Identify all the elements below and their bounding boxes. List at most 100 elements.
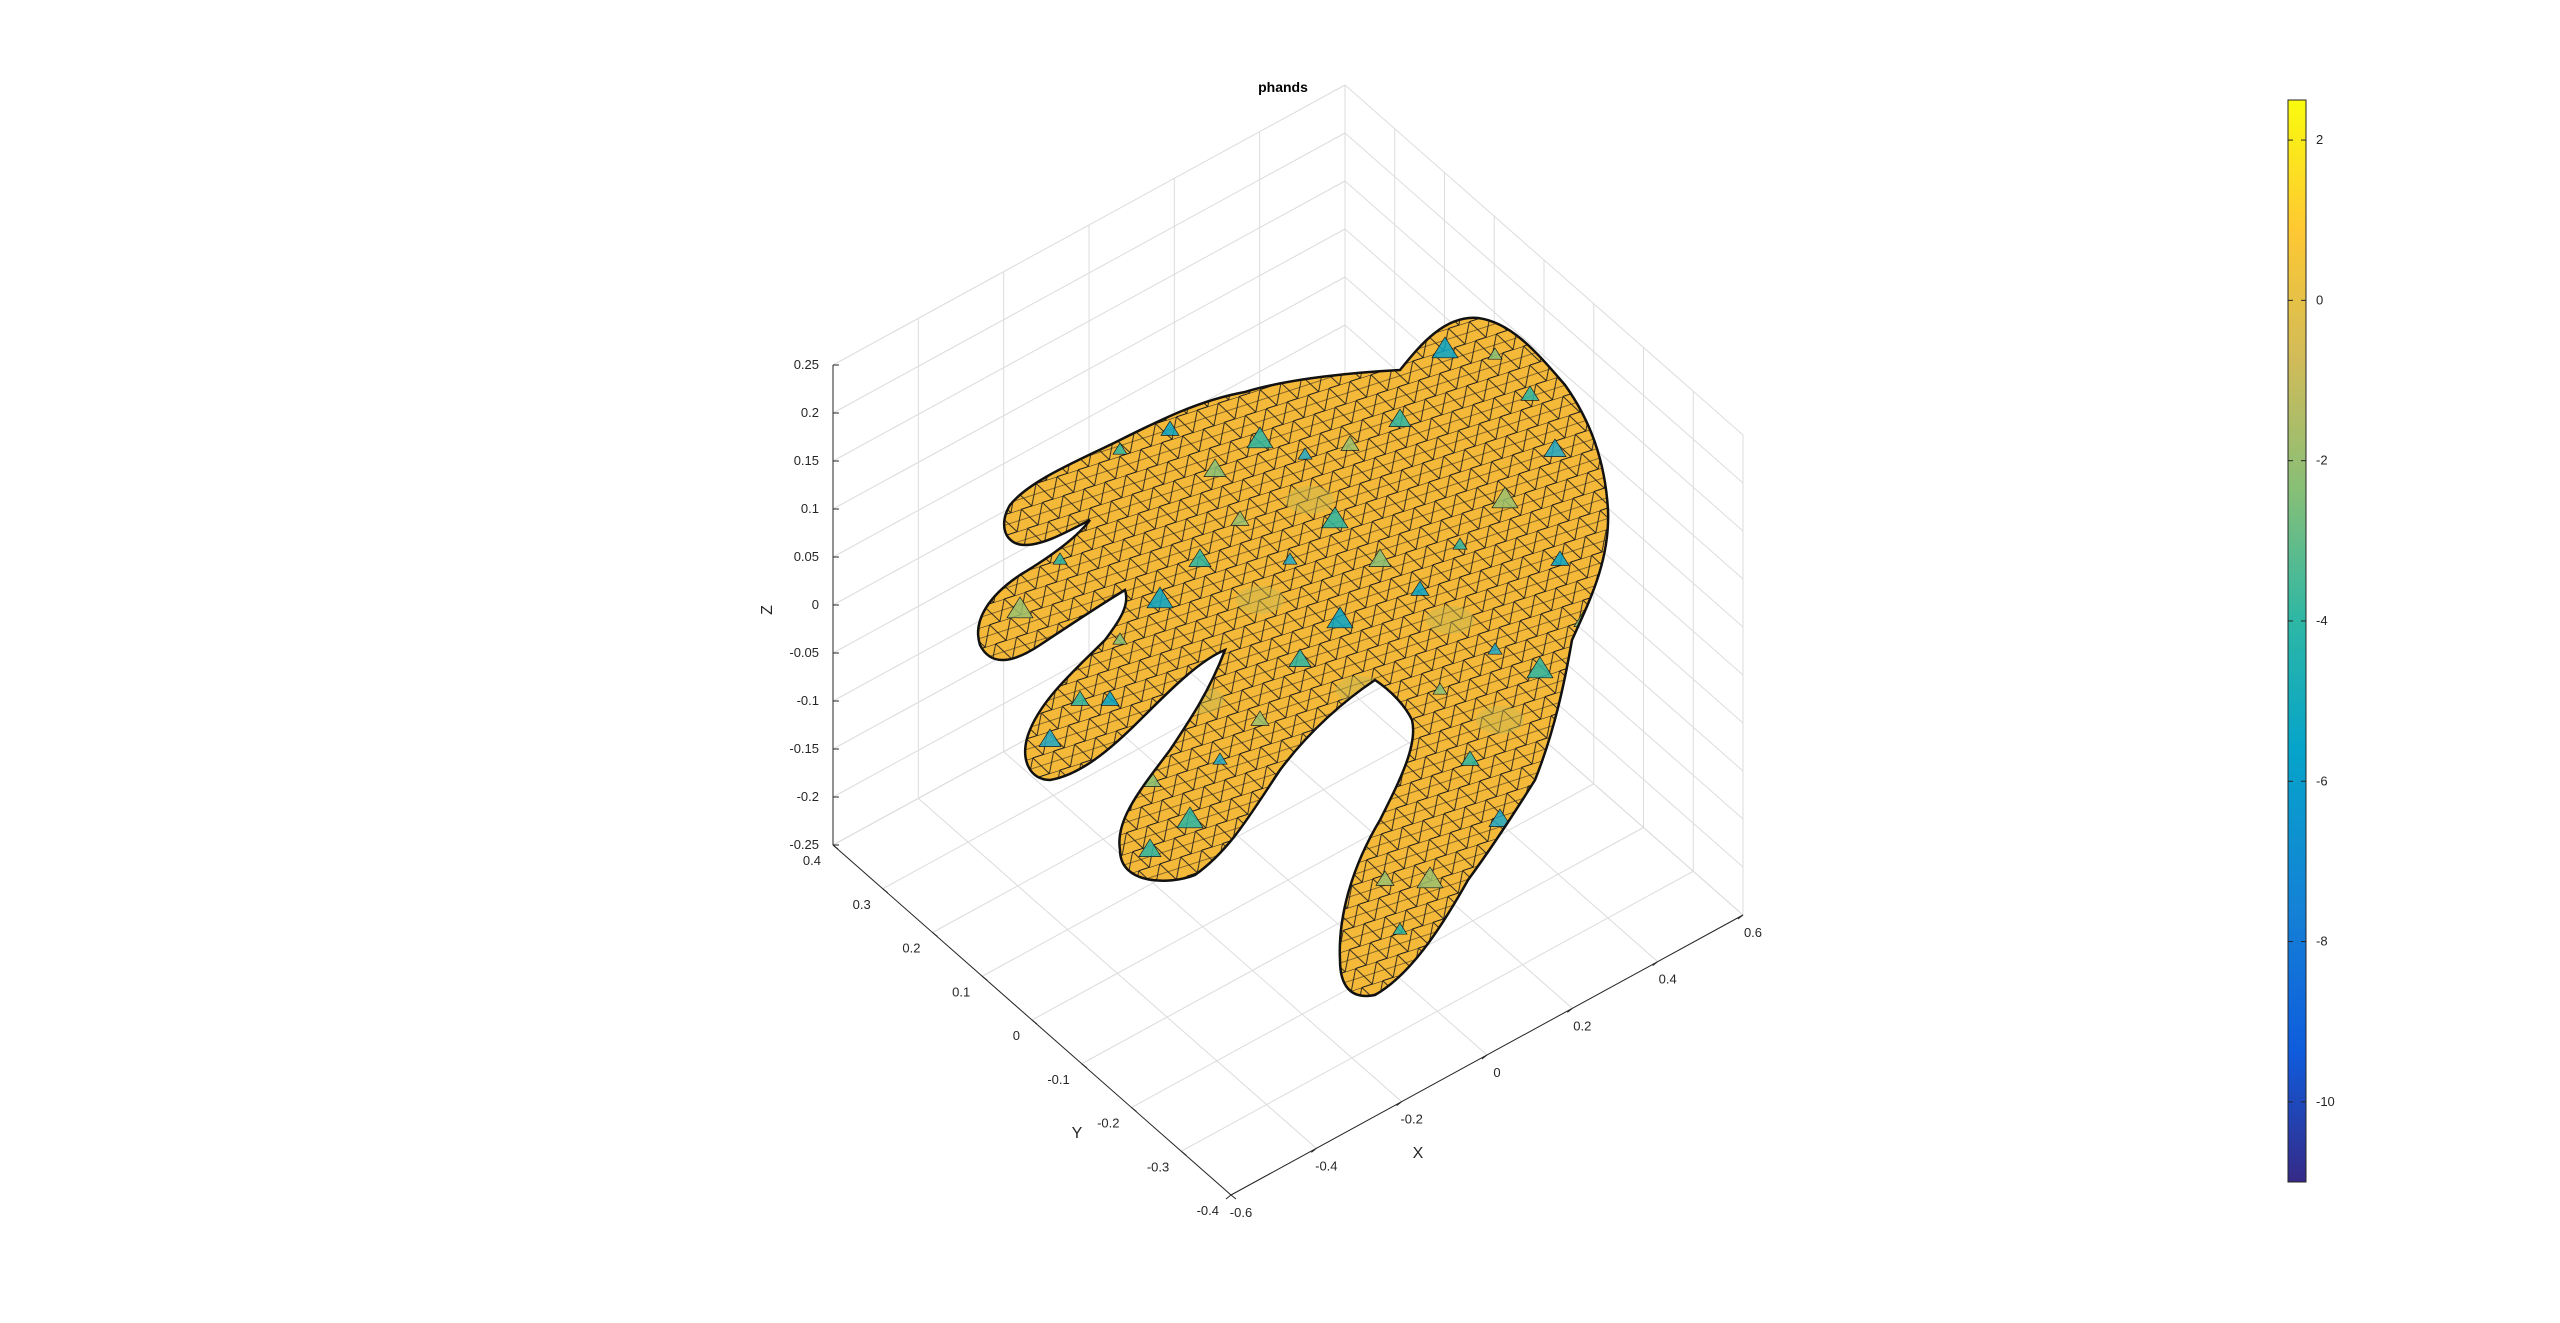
mesh-face-low [1230,510,1250,526]
z-tick-label: -0.25 [789,837,819,852]
mesh-face-low [1410,580,1430,596]
mesh-face-low [1491,486,1519,509]
back-wall-grid-line [832,84,1346,366]
y-tick-mark [1180,1150,1187,1156]
z-tick-label: -0.1 [797,693,819,708]
mesh-face-low [1112,632,1128,645]
mesh-face-low [1526,656,1554,679]
colorbar-tick-label: -10 [2316,1094,2335,1109]
mesh-face-low [1543,438,1567,457]
mesh-face-low [1375,870,1395,886]
y-tick-mark [932,932,938,937]
colorbar-tick-label: -2 [2316,453,2328,468]
mesh-face-low [1432,682,1448,695]
y-tick-mark [1031,1019,1038,1025]
colorbar-tick-label: 0 [2316,292,2323,307]
mesh-face-low [1416,866,1444,889]
floor-grid-line [982,695,1495,977]
mesh-face-low [1112,442,1128,455]
mesh-face-low [1176,806,1204,829]
y-tick-label: -0.4 [1197,1203,1219,1218]
back-wall-grid-line [832,276,1346,558]
x-tick-mark [1737,914,1744,920]
mesh-face-low [1431,336,1459,359]
floor-grid-line [1081,783,1594,1065]
hand-surface-fill [978,317,1609,996]
mesh-face-low [1392,922,1408,935]
x-axis-label: X [1413,1145,1424,1162]
mesh-face-low [1487,642,1503,655]
z-tick-label: -0.05 [789,645,819,660]
y-tick-label: 0.3 [853,897,871,912]
x-tick-mark [1396,1101,1402,1107]
z-tick-label: 0.15 [794,453,819,468]
y-tick-label: -0.3 [1147,1159,1169,1174]
mesh-face-mid [1426,606,1474,634]
colorbar-gradient [2287,99,2307,1183]
hand-mesh-surface [976,316,1610,998]
x-tick-label: -0.2 [1400,1112,1422,1127]
mesh-face-low [1452,537,1468,550]
mesh-face-low [1188,548,1212,567]
mesh-face-low [1297,447,1313,460]
mesh-face-low [1487,347,1503,360]
y-tick-label: 0.2 [902,941,920,956]
mesh-face-low [1550,550,1570,566]
mesh-face-low [1250,710,1270,726]
mesh-face-low [1146,586,1174,609]
colorbar-tick-label: -8 [2316,934,2328,949]
mesh-face-low [1288,648,1312,667]
mesh-face-low [1100,690,1120,706]
floor-grid-line [1181,870,1694,1152]
mesh-face-low [1520,385,1540,401]
mesh-face-low [1282,552,1298,565]
z-tick-label: -0.2 [797,789,819,804]
hand-outline [976,316,1610,998]
mesh-face-low [1038,728,1062,747]
side-wall-grid-line [1344,132,1744,484]
x-tick-label: 0.2 [1573,1018,1591,1033]
chart-title: phands [1258,79,1308,95]
z-tick-label: -0.15 [789,741,819,756]
y-tick-label: 0 [1013,1028,1020,1043]
mesh-face-low [1460,750,1480,766]
x-tick-label: -0.6 [1230,1205,1252,1220]
mesh-face-low [1212,752,1228,765]
mesh-face-low [1052,552,1068,565]
mesh-face-low [1321,506,1349,529]
mesh-face-low [1070,690,1090,706]
z-axis-label: Z [759,605,776,615]
x-tick-mark [1311,1147,1317,1153]
side-wall-grid-line [1344,180,1744,532]
z-tick-label: 0.05 [794,549,819,564]
colorbar-tick-label: -4 [2316,613,2328,628]
y-axis-label: Y [1072,1125,1083,1142]
y-tick-mark [832,844,839,850]
colorbar-tick-label: -6 [2316,773,2328,788]
back-wall-grid-line [832,228,1346,510]
y-tick-mark [882,888,889,894]
mesh-face-mid [1236,586,1284,614]
mesh-face-low [1340,435,1360,451]
x-tick-label: -0.4 [1315,1158,1337,1173]
x-tick-mark [1225,1194,1232,1200]
mesh-face-mid [1176,686,1224,714]
mesh-face-mid [1476,706,1524,734]
y-tick-mark [1131,1107,1137,1112]
z-tick-label: 0 [812,597,819,612]
x-tick-mark [1481,1054,1488,1060]
x-tick-label: 0.4 [1659,972,1677,987]
side-wall-grid-line [1344,84,1744,436]
mesh-face-low [1388,408,1412,427]
colorbar: 2 0 -2 -4 -6 -8 -10 [2287,99,2335,1183]
mesh-face-mid [1286,486,1334,514]
mesh-face-low [1488,808,1512,827]
z-tick-label: 0.1 [801,501,819,516]
mesh-face-low [1160,420,1180,436]
y-tick-label: -0.1 [1047,1072,1069,1087]
mesh-face-low [1368,548,1392,567]
colorbar-ticks: 2 0 -2 -4 -6 -8 -10 [2288,132,2335,1109]
x-tick-mark [1652,961,1658,967]
z-tick-label: 0.25 [794,357,819,372]
